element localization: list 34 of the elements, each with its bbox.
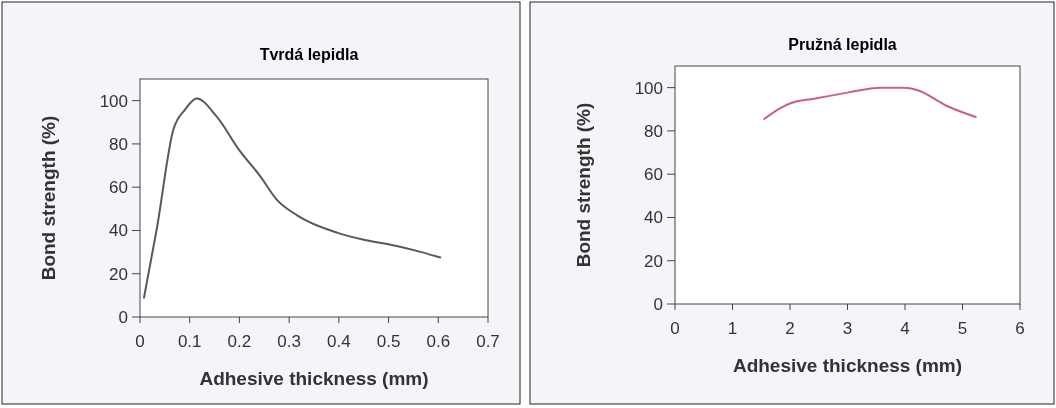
x-tick-label: 0	[135, 332, 145, 351]
line-series	[763, 86, 977, 121]
x-tick-label: 0.3	[277, 332, 301, 351]
x-axis-title: Adhesive thickness (mm)	[732, 355, 963, 376]
x-tick-label: 0.5	[376, 332, 401, 351]
y-tick-label: 0	[653, 294, 663, 314]
x-tick-label: 3	[842, 319, 853, 338]
x-tick-label: 0.2	[227, 332, 252, 351]
y-tick-label: 20	[109, 264, 128, 284]
y-tick-label: 40	[109, 221, 128, 241]
chart-title: Tvrdá lepidla	[259, 46, 359, 63]
x-tick-label: 0.6	[426, 332, 451, 351]
y-axis-title: Bond strength (%)	[38, 115, 59, 281]
x-tick-label: 0.1	[177, 332, 202, 351]
x-tick-label: 1	[727, 319, 738, 338]
y-axis-title: Bond strength (%)	[573, 102, 594, 268]
x-tick-label: 4	[900, 319, 910, 338]
x-axis-title: Adhesive thickness (mm)	[199, 368, 429, 389]
chart-title: Pružná lepidla	[788, 36, 897, 53]
x-tick-label: 0	[670, 319, 680, 338]
x-tick-label: 0.4	[327, 332, 351, 351]
x-tick-label: 6	[1015, 319, 1025, 338]
y-tick-label: 40	[644, 208, 663, 228]
x-tick-label: 5	[957, 319, 968, 338]
y-tick-label: 60	[109, 178, 128, 198]
y-tick-label: 60	[644, 165, 663, 185]
line-series	[142, 97, 442, 299]
y-tick-label: 20	[644, 251, 663, 271]
y-tick-label: 80	[644, 121, 663, 141]
y-tick-label: 100	[99, 91, 128, 111]
y-tick-label: 80	[109, 134, 128, 154]
x-tick-label: 2	[785, 319, 795, 338]
y-tick-label: 100	[634, 78, 663, 98]
x-tick-label: 0.7	[476, 332, 500, 351]
